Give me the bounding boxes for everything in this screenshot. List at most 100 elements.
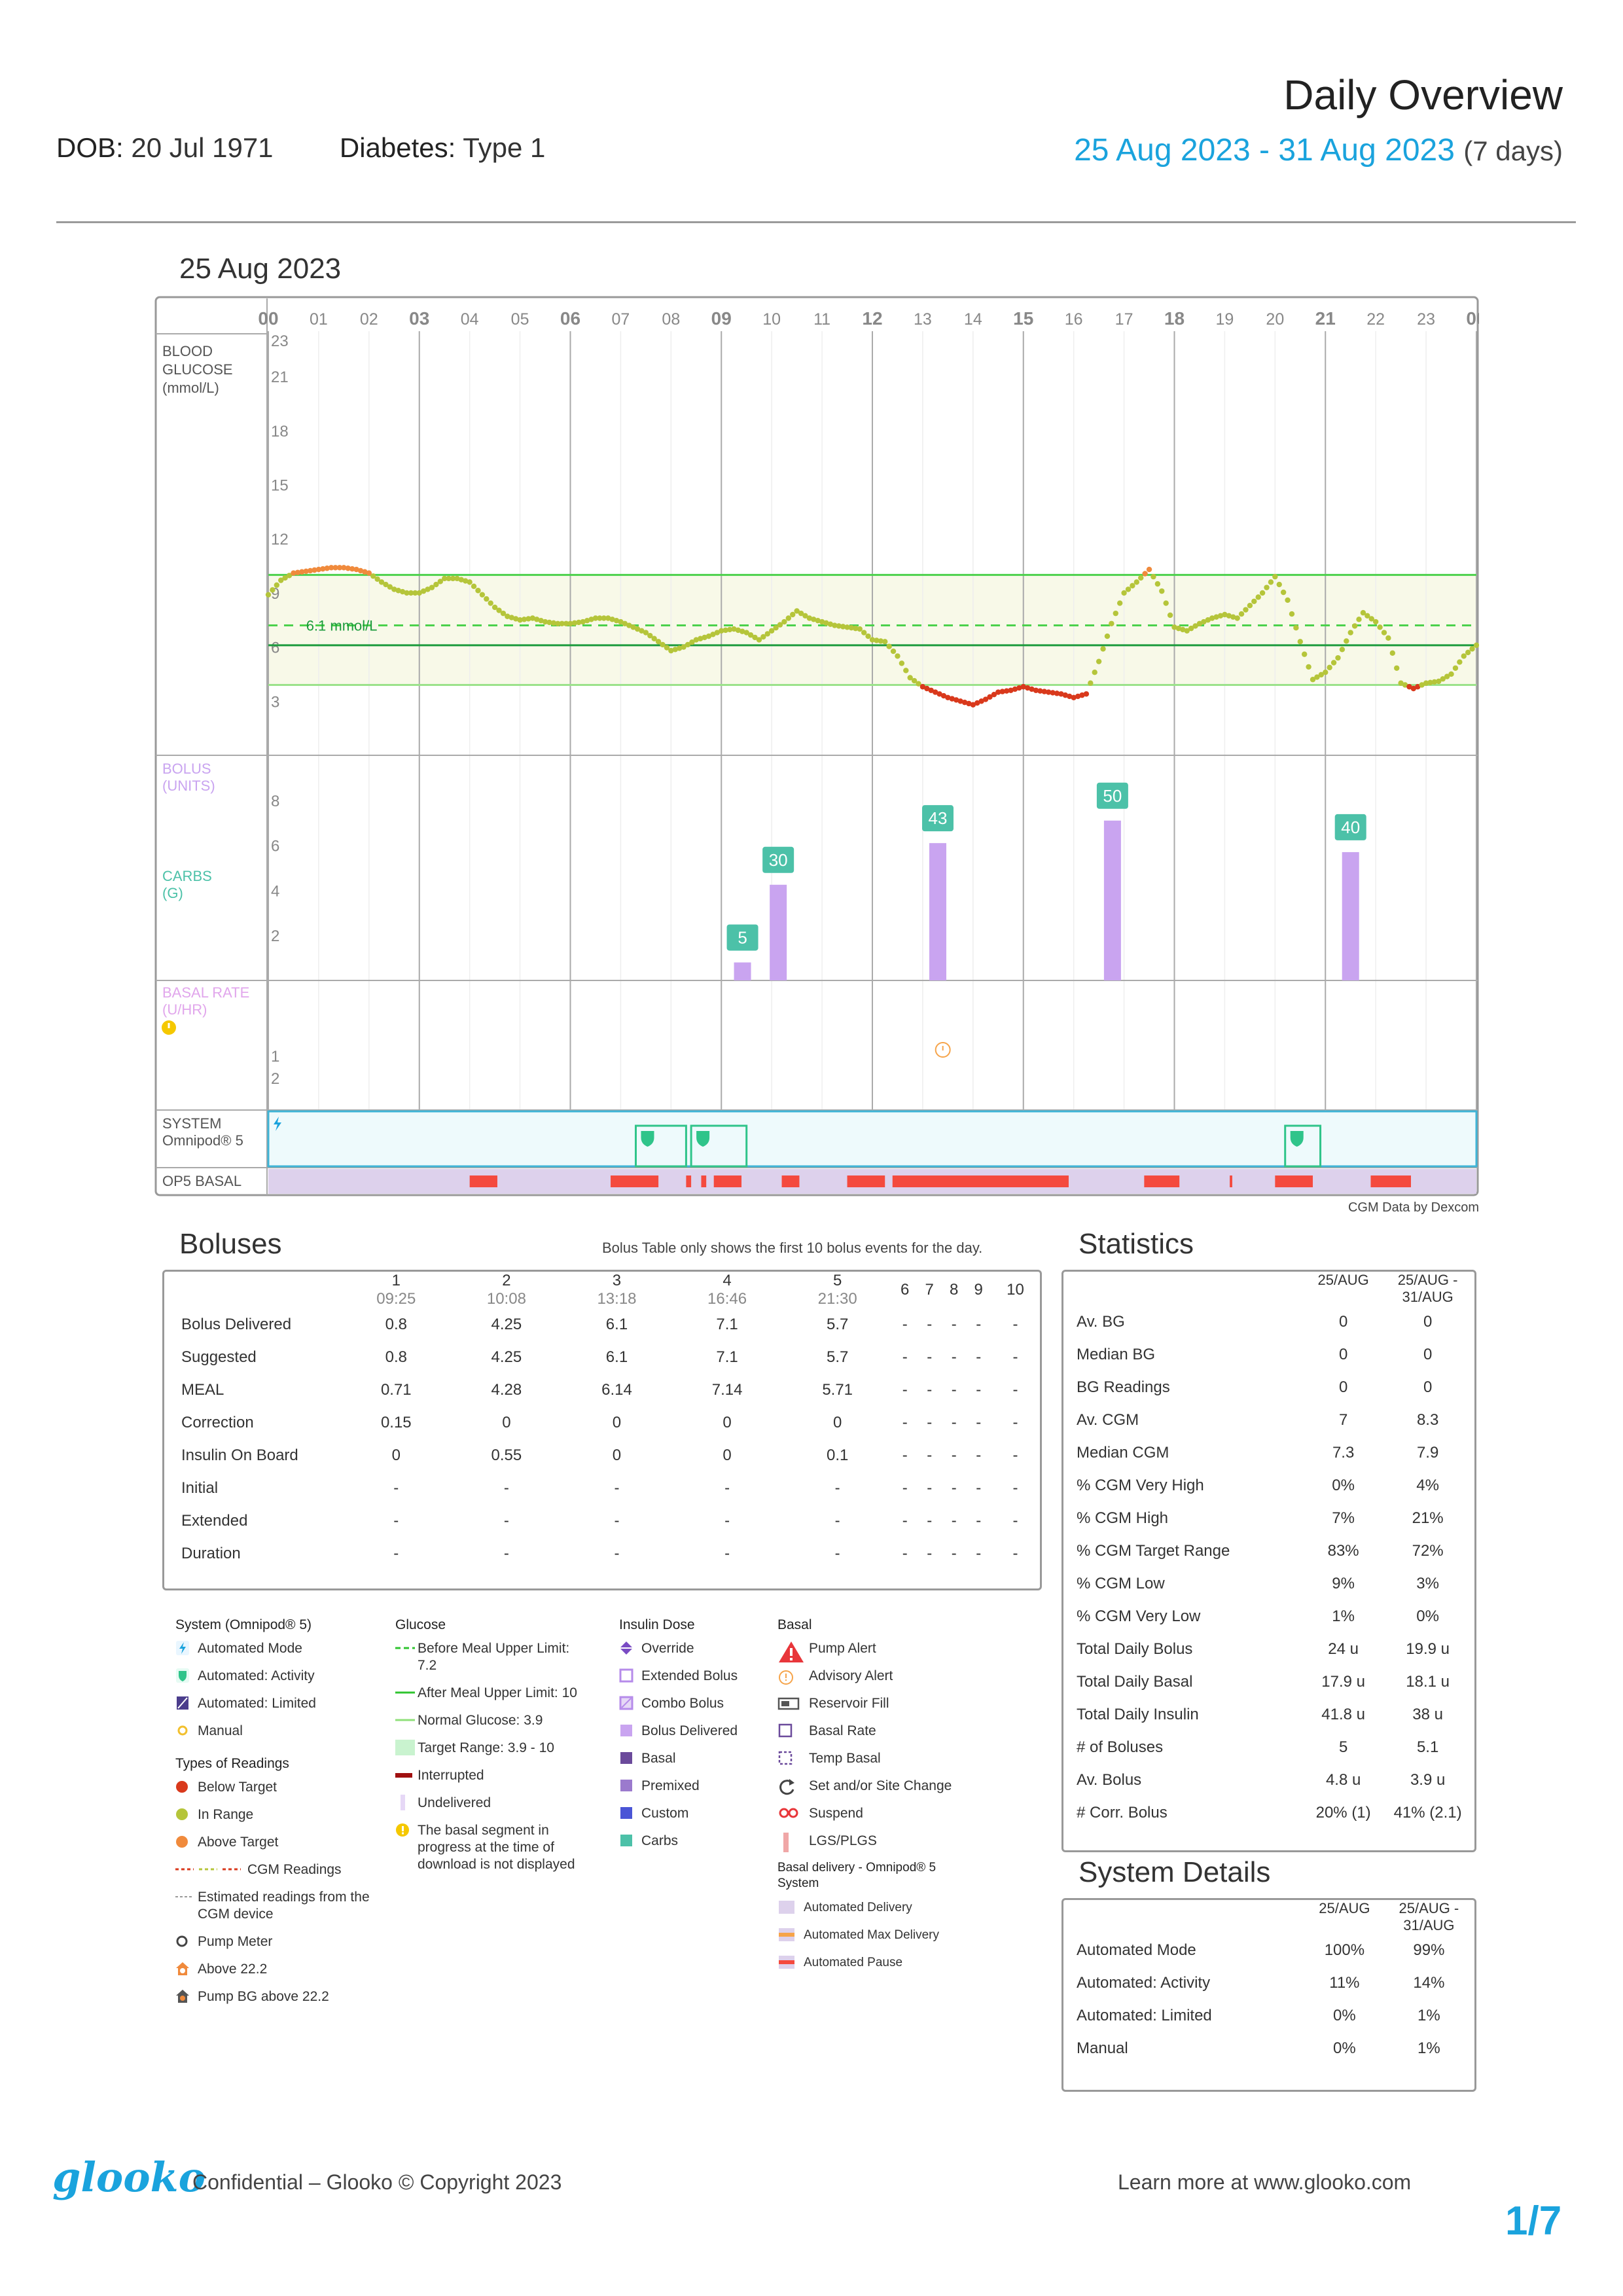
legend-glucose-title: Glucose <box>395 1617 446 1632</box>
table-cell: - <box>927 1545 933 1562</box>
header-divider <box>56 221 1576 223</box>
table-cell: 41.8 u <box>1321 1706 1365 1723</box>
legend-basal-title: Basal <box>777 1617 812 1632</box>
table-row: BG Readings 0 0 <box>1063 1371 1474 1404</box>
table-cell: 0% <box>1332 1477 1355 1494</box>
cgm-point <box>760 634 766 640</box>
row-label: Suggested <box>181 1348 257 1366</box>
cgm-point <box>714 630 721 636</box>
cgm-point <box>1264 584 1270 590</box>
cgm-point <box>1385 635 1391 641</box>
carbs-badge <box>1334 814 1366 840</box>
green-dot-icon <box>175 1806 198 1823</box>
cgm-point <box>945 694 951 700</box>
legend-automated-limited: Automated: Limited <box>175 1695 372 1712</box>
cgm-point <box>639 628 645 634</box>
cgm-point <box>1323 670 1329 675</box>
table-cell: - <box>927 1348 933 1366</box>
table-cell: - <box>503 1512 509 1530</box>
row-label: Duration <box>181 1545 241 1562</box>
cgm-point <box>1389 650 1396 656</box>
table-cell: 19.9 u <box>1406 1640 1450 1658</box>
date-range-days: (7 days) <box>1463 135 1563 166</box>
table-cell: 4.8 u <box>1325 1771 1361 1789</box>
lightning-icon <box>274 1117 281 1131</box>
system-details-col1: 25/AUG <box>1319 1900 1370 1916</box>
table-cell: - <box>834 1545 840 1562</box>
suspend-icon <box>777 1805 809 1822</box>
shield-icon <box>1290 1131 1304 1147</box>
ring-icon <box>175 1933 198 1950</box>
carbs-badge <box>921 805 954 832</box>
cgm-point <box>1310 677 1316 683</box>
cgm-point <box>1440 676 1446 682</box>
legend-value: 3.9 <box>524 1713 543 1728</box>
cgm-point <box>1344 638 1349 644</box>
cgm-point <box>437 579 443 584</box>
table-row: Insulin On Board 0 0.55 0 0 0.1- - - - - <box>164 1439 1040 1472</box>
automated-pause-span <box>611 1175 659 1187</box>
table-cell: 83% <box>1327 1542 1359 1560</box>
table-cell: - <box>902 1414 908 1431</box>
cgm-point <box>588 617 594 622</box>
cgm-point <box>463 578 469 584</box>
table-cell: 5.71 <box>822 1381 853 1399</box>
cgm-point <box>559 620 565 626</box>
cgm-point <box>1461 653 1467 659</box>
patient-info: DOB: 20 Jul 1971 Diabetes: Type 1 <box>56 132 545 164</box>
table-row: Manual 0% 1% <box>1063 2032 1474 2065</box>
panel-label: (UNITS) <box>162 778 215 794</box>
legend-basal: Basal <box>619 1750 770 1767</box>
cgm-point <box>940 692 947 699</box>
cgm-point <box>1217 613 1224 619</box>
cgm-point <box>1230 614 1236 620</box>
footer-learn-more[interactable]: Learn more at www.glooko.com <box>1118 2170 1412 2194</box>
table-row: Av. CGM 7 8.3 <box>1063 1404 1474 1437</box>
limited-icon <box>175 1695 198 1712</box>
row-label: # of Boluses <box>1077 1738 1164 1756</box>
cgm-point <box>1285 597 1291 603</box>
bolus-number: 10 <box>1007 1281 1024 1299</box>
cgm-point <box>500 610 507 617</box>
cgm-point <box>681 644 687 650</box>
cgm-point <box>1146 566 1152 573</box>
table-cell: - <box>951 1512 957 1530</box>
cgm-point <box>1003 688 1010 694</box>
bolus-time: 16:46 <box>707 1290 747 1308</box>
cgm-point <box>1037 688 1043 694</box>
legend-reservoir-fill: Reservoir Fill <box>777 1695 974 1712</box>
y-tick-label: 2 <box>271 1070 279 1088</box>
row-label: # Corr. Bolus <box>1077 1804 1168 1821</box>
house-orange-icon <box>175 1961 198 1978</box>
legend-target-range: Target Range: 3.9 - 10 <box>395 1740 592 1757</box>
cgm-point <box>1029 686 1035 692</box>
legend-text: Temp Basal <box>809 1751 881 1766</box>
cgm-point <box>874 637 880 643</box>
cgm-point <box>740 628 745 634</box>
x-tick-label: 22 <box>1366 310 1385 329</box>
table-row: Bolus Delivered 0.8 4.25 6.1 7.1 5.7 - - - - - <box>164 1308 1040 1341</box>
cgm-point <box>1372 619 1379 625</box>
cgm-point <box>1364 613 1370 619</box>
system-details-table: 25/AUG 25/AUG -31/AUG Automated Mode 100%… <box>1061 1898 1476 2092</box>
table-row: Automated: Activity 11% 14% <box>1063 1967 1474 2000</box>
chart-frame <box>154 296 1479 1196</box>
legend-text: Automated Delivery <box>804 1901 912 1914</box>
table-cell: 0 <box>391 1446 401 1464</box>
x-tick-label: 09 <box>711 308 732 329</box>
y-tick-label: 6 <box>271 838 279 855</box>
table-cell: 0 <box>612 1446 622 1464</box>
footer-confidential: Confidential – Glooko © Copyright 2023 <box>192 2170 562 2194</box>
cgm-point <box>484 596 490 602</box>
carbs-badge <box>726 924 758 951</box>
cgm-point <box>705 633 712 639</box>
y-tick-label: 4 <box>271 882 279 900</box>
legend-text: Undelivered <box>418 1795 491 1810</box>
legend-text: Automated: Limited <box>198 1696 316 1711</box>
cgm-point <box>626 622 632 628</box>
table-cell: 0 <box>502 1414 511 1431</box>
cgm-point <box>282 575 288 581</box>
legend-pump-bg-above-22: Pump BG above 22.2 <box>175 1988 372 2005</box>
table-cell: - <box>902 1316 908 1333</box>
cgm-point <box>420 588 427 594</box>
